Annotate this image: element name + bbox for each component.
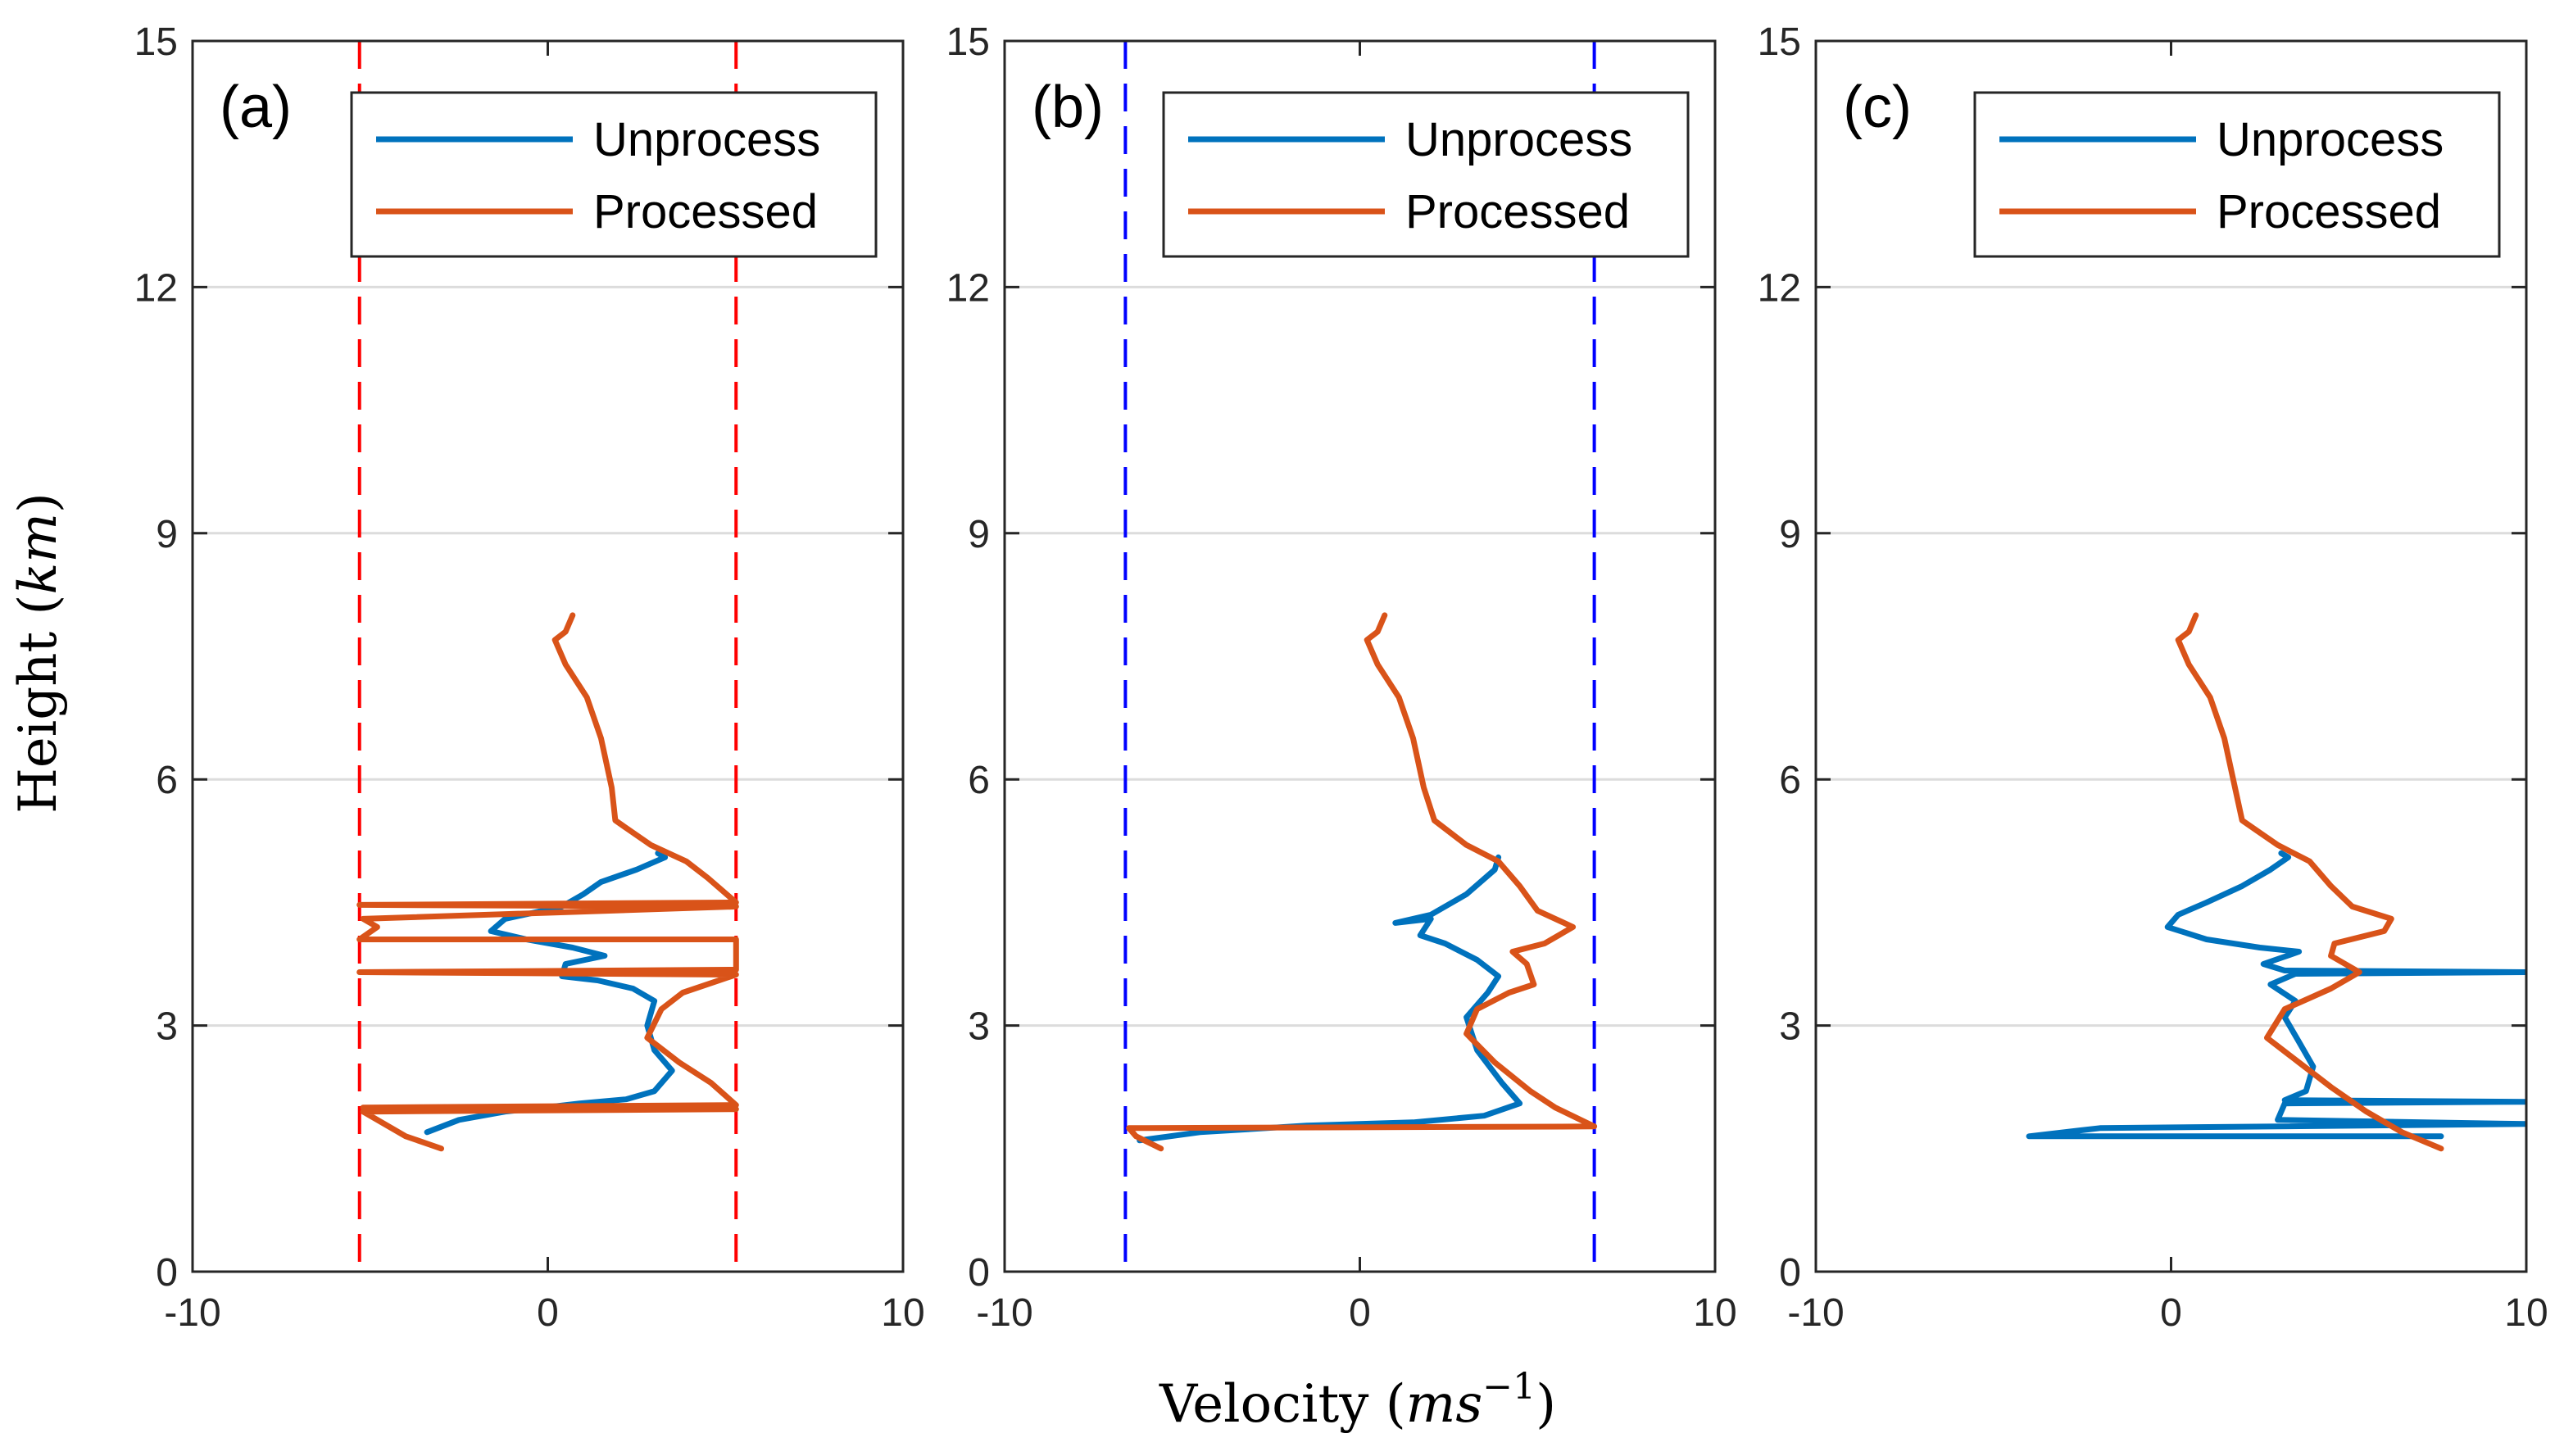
series-line-processed bbox=[2175, 612, 2444, 1152]
legend-entry-label: Unprocess bbox=[1405, 113, 1632, 166]
y-tick-label: 6 bbox=[968, 759, 990, 802]
y-tick-label: 3 bbox=[1779, 1005, 1801, 1049]
series-line-unprocess bbox=[1137, 854, 1523, 1144]
legend: Unprocess Processed bbox=[1973, 91, 2501, 258]
y-tick-label: 0 bbox=[968, 1251, 990, 1295]
legend: Unprocess Processed bbox=[350, 91, 878, 258]
y-tick-label: 12 bbox=[1758, 266, 1801, 310]
x-tick-label: 0 bbox=[1349, 1291, 1371, 1335]
y-axis-title: Height (km) bbox=[8, 492, 69, 814]
x-axis-title: Velocity (ms−1) bbox=[1159, 1366, 1556, 1435]
y-tick-label: 0 bbox=[156, 1251, 178, 1295]
x-tick-label: -10 bbox=[1787, 1291, 1844, 1335]
y-tick-label: 12 bbox=[134, 266, 178, 310]
y-tick-label: 15 bbox=[946, 20, 990, 64]
x-tick-label: 10 bbox=[2504, 1291, 2548, 1335]
legend-entry-label: Processed bbox=[593, 185, 818, 238]
legend-box bbox=[1162, 91, 1690, 258]
y-tick-label: 15 bbox=[1758, 20, 1801, 64]
legend: Unprocess Processed bbox=[1162, 91, 1690, 258]
legend-box bbox=[350, 91, 878, 258]
legend-entry-label: Unprocess bbox=[2217, 113, 2444, 166]
x-tick-label: 0 bbox=[537, 1291, 559, 1335]
y-tick-label: 12 bbox=[946, 266, 990, 310]
y-tick-label: 6 bbox=[156, 759, 178, 802]
x-tick-label: 10 bbox=[1693, 1291, 1736, 1335]
y-tick-label: 0 bbox=[1779, 1251, 1801, 1295]
y-tick-label: 9 bbox=[968, 513, 990, 556]
x-tick-label: -10 bbox=[164, 1291, 220, 1335]
y-tick-label: 3 bbox=[156, 1005, 178, 1049]
legend-entry-label: Unprocess bbox=[593, 113, 820, 166]
series-line-processed bbox=[1126, 612, 1598, 1152]
panel-label: (c) bbox=[1843, 75, 1912, 140]
y-tick-label: 3 bbox=[968, 1005, 990, 1049]
y-tick-label: 6 bbox=[1779, 759, 1801, 802]
y-tick-label: 15 bbox=[134, 20, 178, 64]
y-tick-label: 9 bbox=[156, 513, 178, 556]
legend-box bbox=[1973, 91, 2501, 258]
series-line-unprocess bbox=[424, 850, 675, 1136]
x-tick-label: 10 bbox=[881, 1291, 924, 1335]
panel-label: (a) bbox=[220, 75, 292, 140]
legend-entry-label: Processed bbox=[2217, 185, 2441, 238]
x-tick-label: -10 bbox=[976, 1291, 1032, 1335]
panel-label: (b) bbox=[1032, 75, 1104, 140]
series-line-processed bbox=[356, 612, 739, 1152]
legend-entry-label: Processed bbox=[1405, 185, 1630, 238]
x-tick-label: 0 bbox=[2160, 1291, 2182, 1335]
y-tick-label: 9 bbox=[1779, 513, 1801, 556]
series-line-unprocess bbox=[2026, 850, 2526, 1140]
